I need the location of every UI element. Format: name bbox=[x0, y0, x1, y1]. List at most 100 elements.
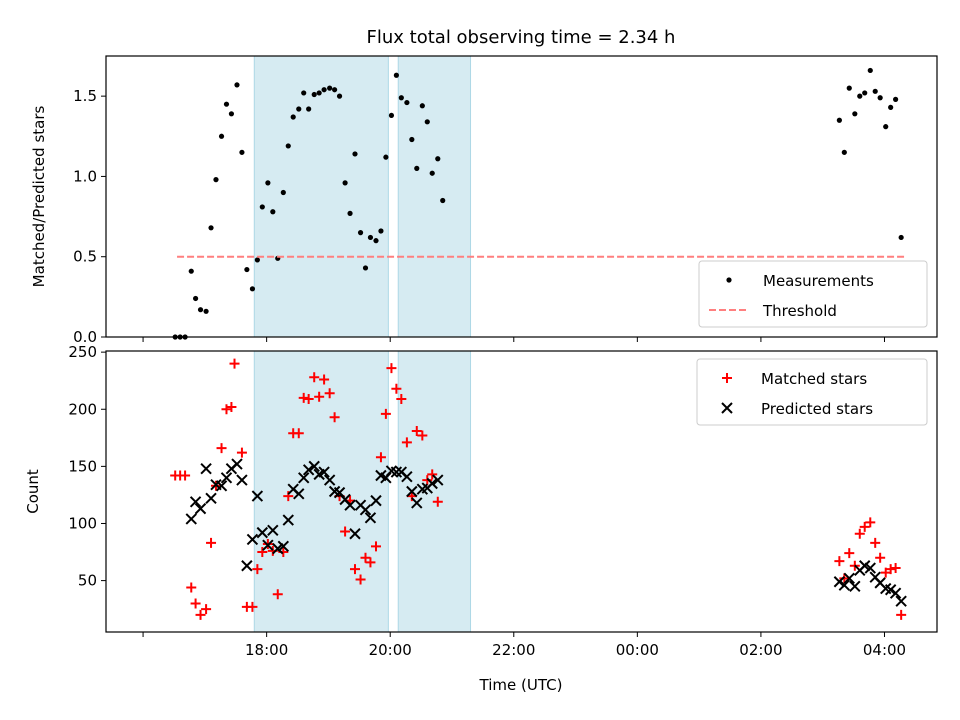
axes-frame bbox=[105, 55, 938, 338]
matched-star-point bbox=[309, 372, 320, 383]
measurement-point bbox=[867, 67, 873, 74]
measurement-point bbox=[249, 286, 256, 292]
measurement-point bbox=[188, 268, 194, 274]
measurement-point bbox=[898, 234, 904, 241]
measurement-point bbox=[398, 95, 404, 101]
measurement-point bbox=[296, 106, 302, 112]
measurement-point bbox=[357, 230, 364, 236]
predicted-star-point bbox=[185, 513, 197, 525]
measurement-point bbox=[862, 90, 868, 96]
matched-star-point bbox=[391, 383, 402, 394]
predicted-star-point bbox=[426, 477, 438, 490]
x-tick-label: 00:00 bbox=[616, 641, 659, 659]
matched-star-point bbox=[293, 428, 304, 439]
measurement-point bbox=[836, 117, 842, 123]
matched-star-point bbox=[283, 491, 294, 502]
measurement-point bbox=[362, 265, 369, 271]
predicted-star-point bbox=[849, 580, 861, 593]
measurement-point bbox=[373, 238, 379, 244]
measurement-point bbox=[414, 165, 420, 171]
panel-ratio: 0.0 0.5 1.0 1.5 Matched/Predicted stars Measu… bbox=[30, 55, 938, 346]
measurement-point bbox=[218, 133, 225, 139]
measurement-point bbox=[306, 106, 312, 112]
matched-star-point bbox=[865, 517, 876, 528]
predicted-star-point bbox=[411, 497, 423, 509]
measurement-point bbox=[285, 143, 291, 149]
measurement-point bbox=[336, 93, 343, 99]
predicted-star-point bbox=[401, 470, 413, 483]
matched-star-point bbox=[247, 601, 258, 612]
measurement-point bbox=[342, 180, 348, 186]
predicted-star-point bbox=[256, 526, 269, 539]
predicted-star-point bbox=[895, 595, 907, 607]
matched-star-point bbox=[340, 526, 351, 537]
matched-star-point bbox=[375, 452, 386, 463]
measurement-point bbox=[270, 209, 276, 215]
matched-star-point bbox=[422, 475, 433, 486]
matched-star-point bbox=[272, 589, 283, 600]
matched-star-point bbox=[839, 573, 850, 584]
measurement-point bbox=[265, 180, 271, 186]
matched-star-point bbox=[226, 401, 237, 412]
measurement-point bbox=[383, 154, 389, 160]
x-axis-label: Time (UTC) bbox=[479, 676, 563, 694]
x-tick-label: 20:00 bbox=[369, 641, 412, 659]
predicted-star-point bbox=[406, 485, 418, 498]
matched-star-point bbox=[195, 609, 206, 620]
measurement-point bbox=[852, 111, 858, 117]
matched-star-point bbox=[324, 388, 335, 399]
y-axis-label: Count bbox=[24, 469, 42, 514]
legend-box bbox=[696, 358, 928, 426]
measurement-point bbox=[321, 87, 327, 93]
measurement-point bbox=[419, 103, 425, 109]
matched-star-point bbox=[885, 564, 896, 575]
measurement-point bbox=[883, 124, 889, 130]
legend-label: Measurements bbox=[763, 272, 874, 290]
legend-label: Matched stars bbox=[761, 370, 867, 388]
predicted-star-point bbox=[318, 466, 330, 478]
matched-star-point bbox=[875, 552, 886, 563]
predicted-star-point bbox=[282, 514, 294, 526]
measurement-point bbox=[280, 189, 286, 196]
predicted-star-point bbox=[200, 462, 212, 475]
measurement-point bbox=[228, 111, 235, 117]
matched-star-point bbox=[190, 598, 201, 609]
predicted-star-point bbox=[236, 474, 248, 486]
shaded-interval bbox=[253, 350, 389, 633]
matched-star-point bbox=[221, 404, 232, 415]
measurement-point bbox=[404, 99, 410, 106]
shaded-interval bbox=[397, 55, 472, 338]
y-tick-label: 150 bbox=[68, 457, 97, 475]
predicted-star-point bbox=[293, 488, 305, 500]
measurement-point bbox=[388, 112, 395, 119]
y-tick-label: 50 bbox=[78, 572, 97, 590]
matched-star-point bbox=[257, 547, 268, 558]
matched-star-point bbox=[834, 556, 845, 567]
y-tick-label: 0.5 bbox=[73, 248, 97, 266]
measurement-point bbox=[378, 228, 384, 234]
matched-star-point bbox=[870, 537, 881, 548]
matched-star-point bbox=[329, 412, 340, 423]
measurement-point bbox=[244, 266, 250, 273]
matched-star-point bbox=[844, 548, 855, 559]
legend-label: Predicted stars bbox=[761, 400, 873, 418]
measurement-point bbox=[203, 308, 209, 314]
predicted-star-point bbox=[364, 512, 377, 524]
predicted-star-point bbox=[838, 579, 851, 591]
matched-star-point bbox=[186, 582, 197, 593]
predicted-star-point bbox=[432, 474, 444, 486]
matched-star-point bbox=[411, 425, 422, 436]
matched-star-point bbox=[417, 430, 428, 441]
measurement-point bbox=[440, 197, 446, 204]
measurement-point bbox=[872, 88, 878, 94]
measurement-point bbox=[301, 90, 307, 96]
predicted-star-point bbox=[833, 576, 846, 588]
measurement-point bbox=[352, 151, 358, 157]
predicted-star-point bbox=[308, 460, 320, 473]
legend-measurement-swatch bbox=[726, 277, 732, 283]
measurement-point bbox=[234, 82, 240, 88]
measurement-point bbox=[409, 136, 415, 143]
measurement-point bbox=[332, 87, 338, 93]
matched-star-point bbox=[206, 537, 217, 548]
matched-star-point bbox=[252, 564, 263, 575]
